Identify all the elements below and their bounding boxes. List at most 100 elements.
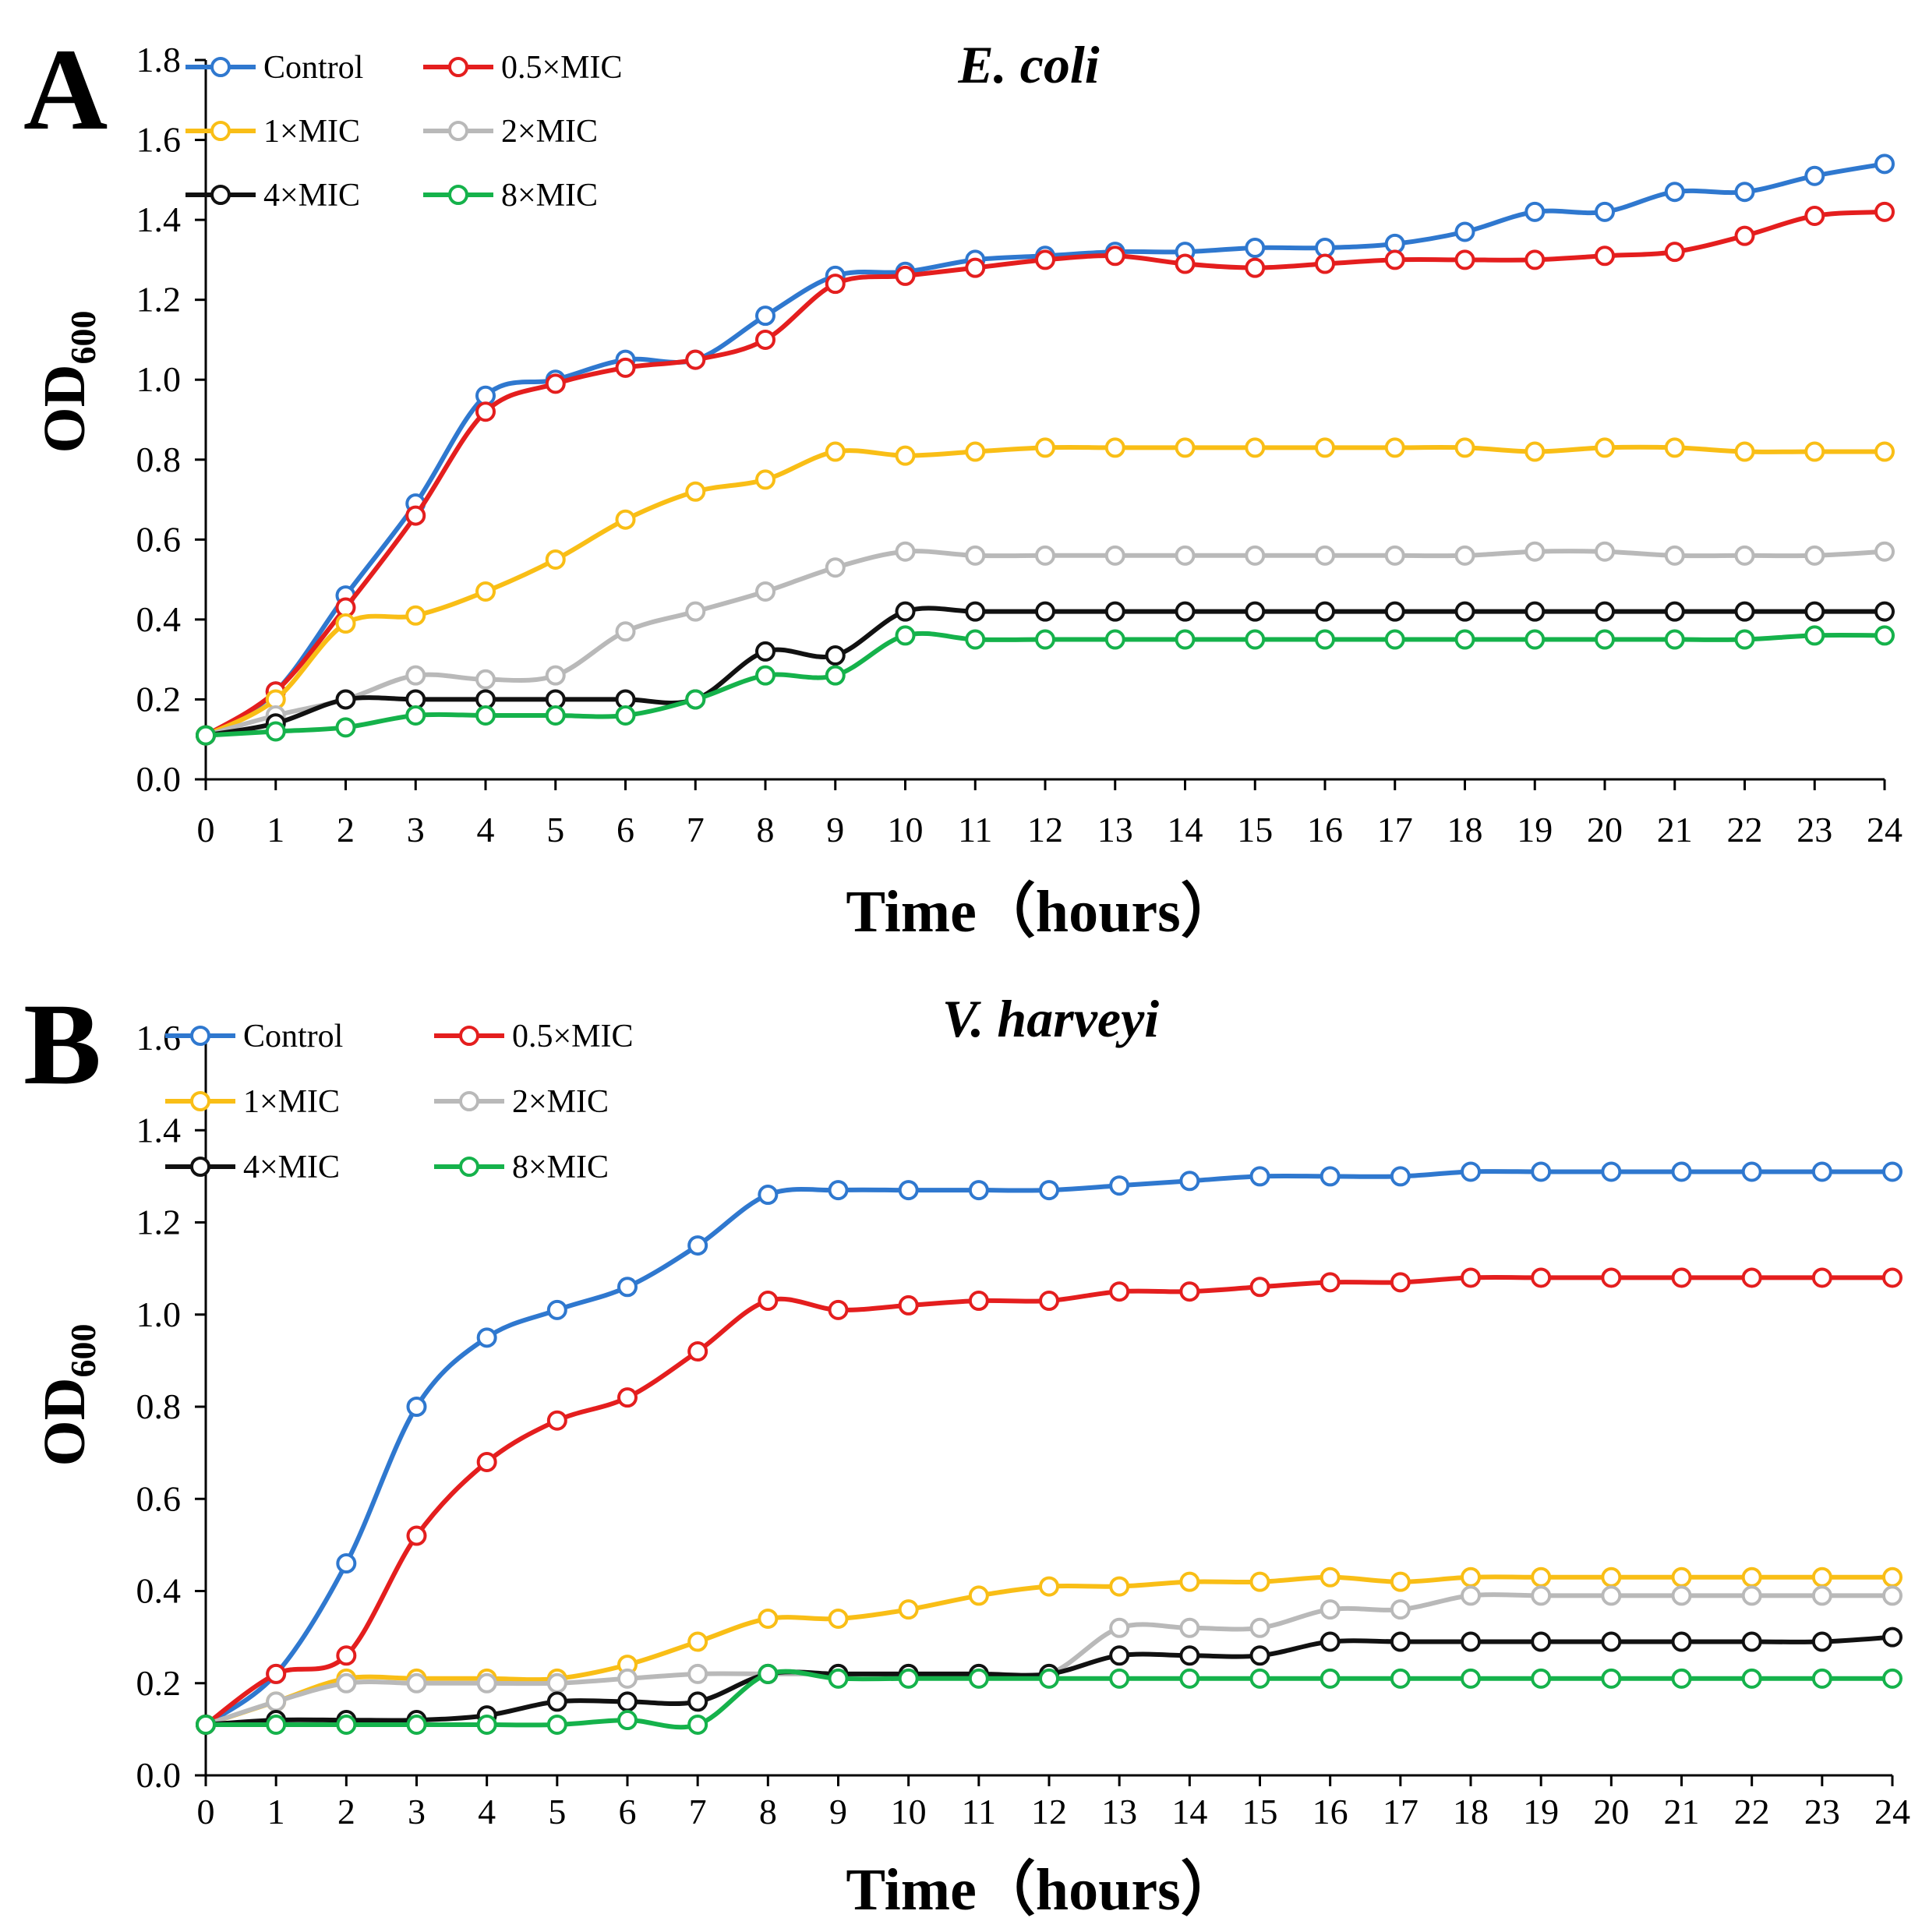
data-point (895, 445, 916, 466)
x-tick-label: 7 (689, 1792, 707, 1831)
data-point (1811, 1668, 1832, 1689)
data-point (1245, 601, 1266, 622)
data-point (1249, 1166, 1270, 1187)
data-point (968, 1291, 989, 1312)
legend-label: Control (243, 1019, 343, 1054)
data-point (825, 665, 846, 686)
y-label-sub-b: 600 (63, 1324, 103, 1378)
y-tick-label: 1.2 (136, 1203, 182, 1242)
data-point (1804, 601, 1825, 622)
data-point (1461, 1267, 1481, 1288)
x-tick-label: 8 (757, 810, 775, 849)
data-point (615, 621, 636, 642)
data-point (898, 1668, 919, 1689)
data-point (895, 265, 916, 286)
data-point (1595, 629, 1615, 650)
x-tick-label: 12 (1031, 1792, 1067, 1831)
data-point (965, 441, 986, 462)
data-point (1461, 1631, 1481, 1652)
data-point (1315, 437, 1335, 458)
data-point (1804, 441, 1825, 462)
data-point (1315, 629, 1335, 650)
data-point (1882, 1626, 1903, 1648)
y-tick-label: 0.6 (136, 519, 182, 559)
data-point (1320, 1668, 1341, 1689)
data-point (1671, 1161, 1692, 1182)
data-point (1811, 1161, 1832, 1182)
data-point (1039, 1668, 1059, 1689)
x-tick-label: 3 (408, 1792, 426, 1831)
data-point (196, 1714, 216, 1735)
data-point (1035, 249, 1055, 270)
data-point (615, 357, 636, 378)
data-point (266, 1691, 287, 1712)
data-point (1179, 1281, 1200, 1302)
legend-item-0-5-mic: 0.5×MIC (434, 1019, 634, 1054)
x-tick-label: 14 (1168, 810, 1203, 849)
data-point (1384, 437, 1405, 458)
data-point (828, 1608, 849, 1629)
data-point (1454, 249, 1475, 270)
data-point (825, 557, 846, 578)
data-point (1104, 545, 1125, 566)
y-tick-label: 1.4 (136, 200, 182, 239)
x-tick-label: 13 (1101, 1792, 1137, 1831)
data-point (475, 581, 496, 602)
data-point (475, 705, 496, 726)
panel-a: A E. coli OD600 Time（hours） 0.0 0.2 0.4 0.6… (23, 25, 1903, 945)
data-point (336, 1714, 357, 1735)
data-point (617, 1387, 638, 1408)
legend-a: Control 0.5×MIC 1×MIC 2×MIC 4×MIC 8×MIC (185, 50, 623, 214)
data-point (617, 1277, 638, 1298)
data-point (1175, 545, 1196, 566)
legend-marker (190, 1091, 210, 1111)
legend-item-4-mic: 4×MIC (185, 178, 360, 214)
data-point (755, 665, 775, 686)
data-point (755, 329, 775, 350)
data-point (1249, 1617, 1270, 1638)
legend-marker (190, 1026, 210, 1046)
data-point (1461, 1161, 1481, 1182)
x-tick-label: 16 (1312, 1792, 1348, 1831)
x-tick-label: 9 (826, 810, 844, 849)
data-point (1811, 1267, 1832, 1288)
data-point (1804, 625, 1825, 646)
data-point (1179, 1645, 1200, 1666)
data-point (1249, 1277, 1270, 1298)
legend-marker (210, 185, 231, 205)
y-tick-label: 0.6 (136, 1478, 182, 1518)
data-point (1741, 1566, 1762, 1588)
data-point (1039, 1291, 1059, 1312)
x-tick-label: 12 (1027, 810, 1063, 849)
x-tick-label: 16 (1307, 810, 1343, 849)
data-point (475, 401, 496, 422)
data-point (1175, 601, 1196, 622)
x-tick-label: 0 (197, 810, 215, 849)
data-point (825, 645, 846, 666)
data-point (1664, 629, 1685, 650)
data-point (685, 601, 706, 622)
legend-item-1-mic: 1×MIC (185, 114, 360, 150)
data-point (1734, 545, 1755, 566)
data-point (965, 257, 986, 278)
data-point (335, 613, 356, 634)
data-point (615, 705, 636, 726)
data-point (1320, 1166, 1341, 1187)
legend-label: 2×MIC (501, 114, 598, 150)
data-point (1461, 1585, 1481, 1606)
legend-item-control: Control (165, 1019, 343, 1054)
data-point (1454, 437, 1475, 458)
data-point (758, 1663, 779, 1684)
data-point (617, 1668, 638, 1689)
data-point (336, 1672, 357, 1694)
x-tick-label: 17 (1383, 1792, 1418, 1831)
chart-title-ecoli: E. coli (957, 35, 1099, 94)
data-point (687, 1631, 708, 1652)
series-line (204, 1275, 1892, 1727)
data-point (1531, 1585, 1552, 1606)
data-point (546, 1299, 567, 1320)
data-point (1315, 545, 1335, 566)
data-point (895, 601, 916, 622)
data-point (1179, 1668, 1200, 1689)
data-point (1245, 437, 1266, 458)
